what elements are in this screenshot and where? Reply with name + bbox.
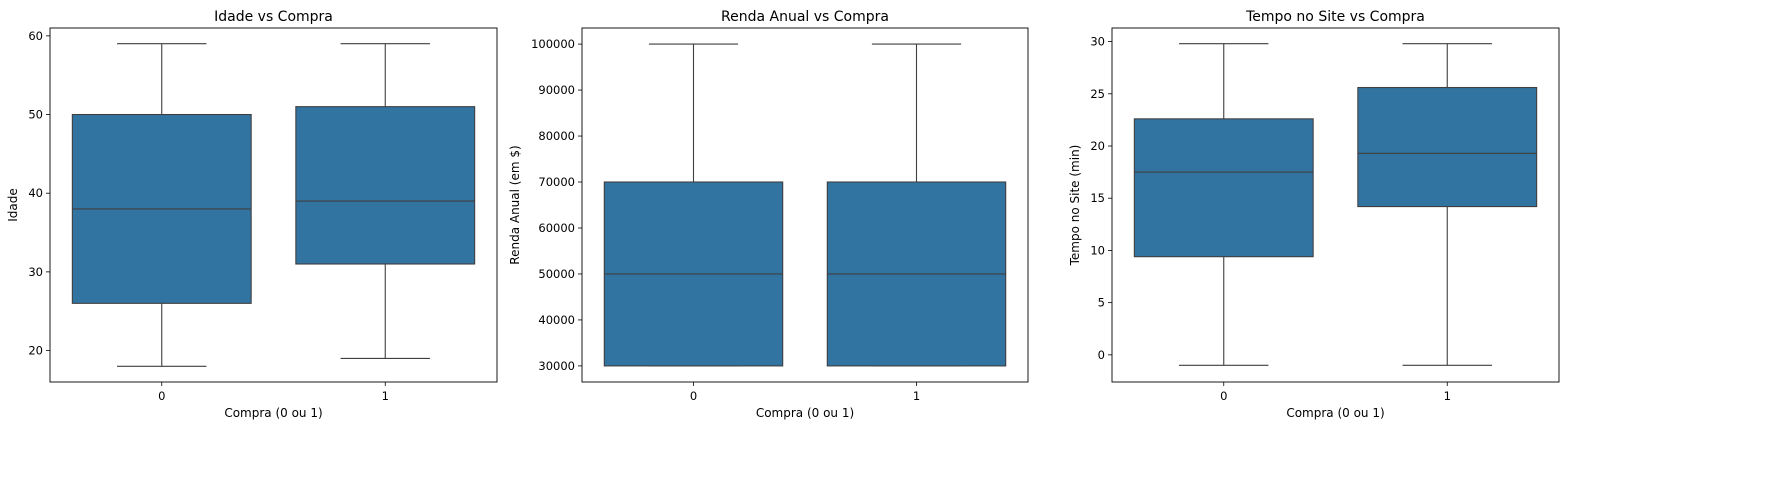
y-tick-label: 30 (1090, 35, 1105, 49)
axes-frame (581, 27, 1029, 383)
y-tick-label: 100000 (531, 37, 575, 51)
subplot-idade: Idade vs Compra 20 30 40 50 60 0 1 Compra (0 ou … (6, 9, 498, 420)
y-tick-label: 20 (1090, 139, 1105, 153)
idade-1-box (295, 106, 476, 265)
y-tick-label: 10 (1090, 243, 1105, 257)
y-tick-label: 80000 (538, 129, 575, 143)
y-tick-label: 70000 (538, 175, 575, 189)
y-tick-label: 15 (1090, 191, 1105, 205)
y-tick-label: 30 (28, 265, 43, 279)
y-tick-label: 20 (28, 344, 43, 358)
y-axis-label: Idade (6, 188, 20, 222)
x-axis-label: Compra (0 ou 1) (756, 406, 854, 420)
y-tick-label: 90000 (538, 83, 575, 97)
y-tick-label: 40000 (538, 313, 575, 327)
y-tick-label: 5 (1098, 296, 1105, 310)
chart-title: Idade vs Compra (214, 9, 333, 25)
axes-frame (49, 27, 498, 383)
y-tick-label: 60 (28, 29, 43, 43)
y-tick-label: 50 (28, 108, 43, 122)
x-tick-label: 1 (913, 389, 920, 403)
x-tick-label: 0 (158, 389, 165, 403)
x-tick-label: 1 (382, 389, 389, 403)
y-tick-label: 60000 (538, 221, 575, 235)
x-axis-label: Compra (0 ou 1) (1286, 406, 1384, 420)
y-tick-label: 30000 (538, 359, 575, 373)
chart-title: Tempo no Site vs Compra (1245, 9, 1425, 25)
x-tick-label: 0 (690, 389, 697, 403)
subplot-renda-anual: Renda Anual vs Compra 30000 40000 50000 6000… (508, 9, 1029, 420)
chart-title: Renda Anual vs Compra (721, 9, 889, 25)
y-tick-label: 50000 (538, 267, 575, 281)
x-tick-label: 1 (1444, 389, 1451, 403)
x-axis-label: Compra (0 ou 1) (224, 406, 322, 420)
y-tick-label: 25 (1090, 87, 1105, 101)
y-axis-label: Tempo no Site (min) (1068, 145, 1082, 267)
y-axis-label: Renda Anual (em $) (508, 145, 522, 264)
axes-frame (1111, 27, 1560, 383)
y-tick-label: 40 (28, 186, 43, 200)
tempo-no-site-0-box (1133, 118, 1314, 258)
tempo-no-site-1-box (1357, 86, 1538, 208)
y-tick-label: 0 (1098, 348, 1105, 362)
x-tick-label: 0 (1220, 389, 1227, 403)
subplot-tempo-no-site: Tempo no Site vs Compra 0 5 10 15 20 25 30 0 1 Com… (1068, 9, 1560, 420)
